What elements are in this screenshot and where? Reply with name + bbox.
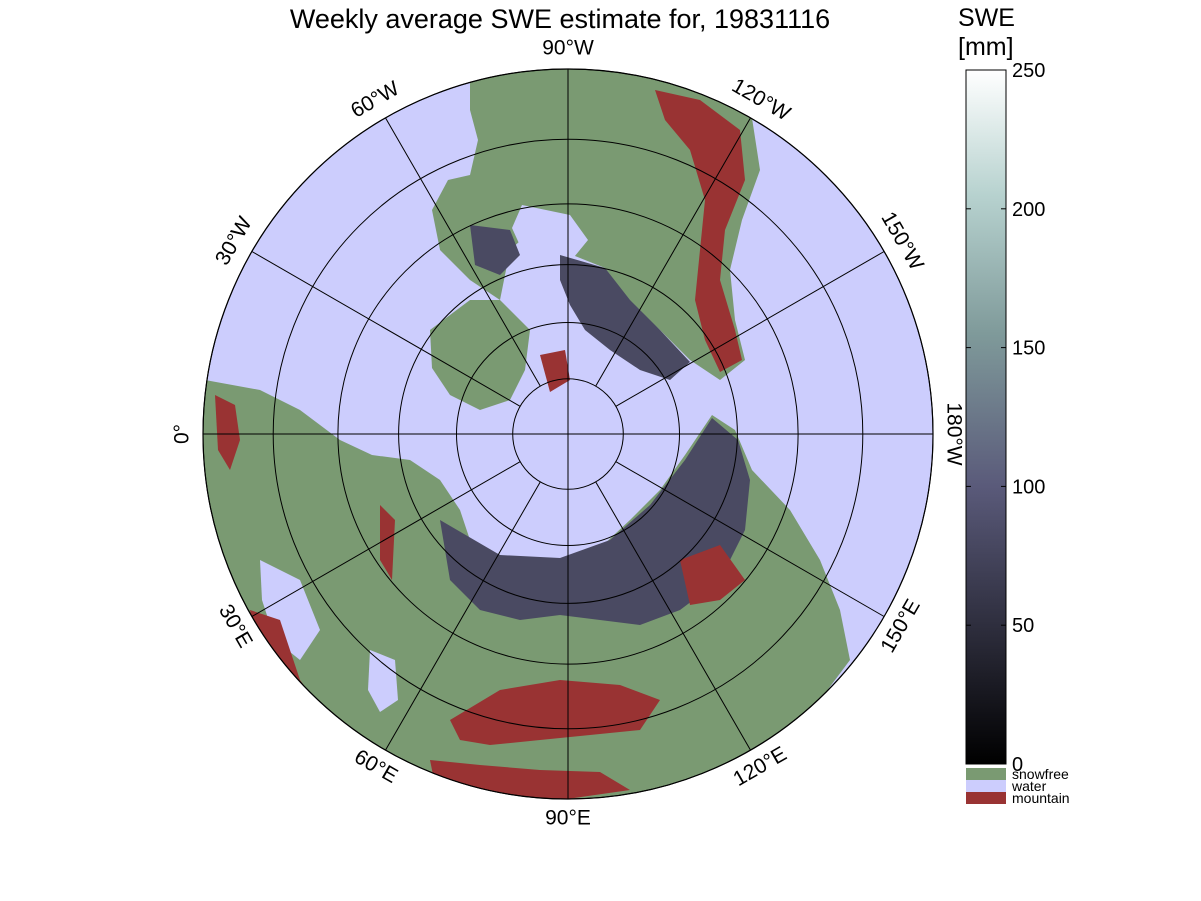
map-disk <box>203 69 933 799</box>
meridian-line <box>595 117 751 387</box>
water-hudson-bay <box>512 205 588 270</box>
colorbar-tick-label: 50 <box>1012 615 1034 637</box>
graticule <box>202 68 934 800</box>
legend-label-water: water <box>1011 778 1047 794</box>
mountain-rockies <box>655 90 745 372</box>
colorbar-label-unit: [mm] <box>958 33 1014 61</box>
water-caspian <box>368 650 398 712</box>
meridian-line <box>615 461 885 617</box>
meridian-line <box>615 251 885 407</box>
longitude-label: 90°W <box>542 37 594 60</box>
snow-arctic-islands <box>470 225 520 275</box>
colorbar-tick-label: 100 <box>1012 476 1045 498</box>
mountain-central-asia <box>450 680 660 745</box>
map-boundary <box>202 68 934 800</box>
mountain-greenland-edge <box>540 350 570 392</box>
snow-north-america <box>560 255 690 380</box>
colorbar-gradient <box>965 69 1007 765</box>
legend-swatch-water <box>966 780 1006 792</box>
meridian-line <box>251 461 521 617</box>
legend-swatch-snowfree <box>966 768 1006 780</box>
longitude-label: 90°E <box>545 807 591 830</box>
colorbar-label-swe: SWE <box>958 4 1015 32</box>
land-north-america <box>432 69 760 380</box>
land-greenland <box>430 300 530 410</box>
meridian-line <box>385 117 541 387</box>
mountain-east-siberia <box>680 545 745 605</box>
longitude-label: 180°W <box>942 402 965 465</box>
mountain-urals <box>380 505 395 580</box>
mountain-scandinavia <box>215 395 240 470</box>
meridian-line <box>595 481 751 751</box>
colorbar-ticks: 0 50 100 150 200 250 <box>966 60 1045 776</box>
meridian-line <box>385 481 541 751</box>
colorbar-tick-label: 250 <box>1012 60 1045 82</box>
map-title: Weekly average SWE estimate for, 1983111… <box>289 4 831 34</box>
colorbar-tick-label: 0 <box>1012 754 1023 776</box>
colorbar-tick-label: 150 <box>1012 338 1045 360</box>
longitude-label: 0° <box>171 424 194 444</box>
colorbar-tick-label: 200 <box>1012 199 1045 221</box>
legend-swatch-mountain <box>966 792 1006 804</box>
legend-label-mountain: mountain <box>1012 790 1070 806</box>
meridian-line <box>251 251 521 407</box>
snow-eurasia <box>440 418 750 625</box>
legend-label-snowfree: snowfree <box>1012 766 1069 782</box>
colorbar-label: SWE [mm] <box>958 4 1015 62</box>
